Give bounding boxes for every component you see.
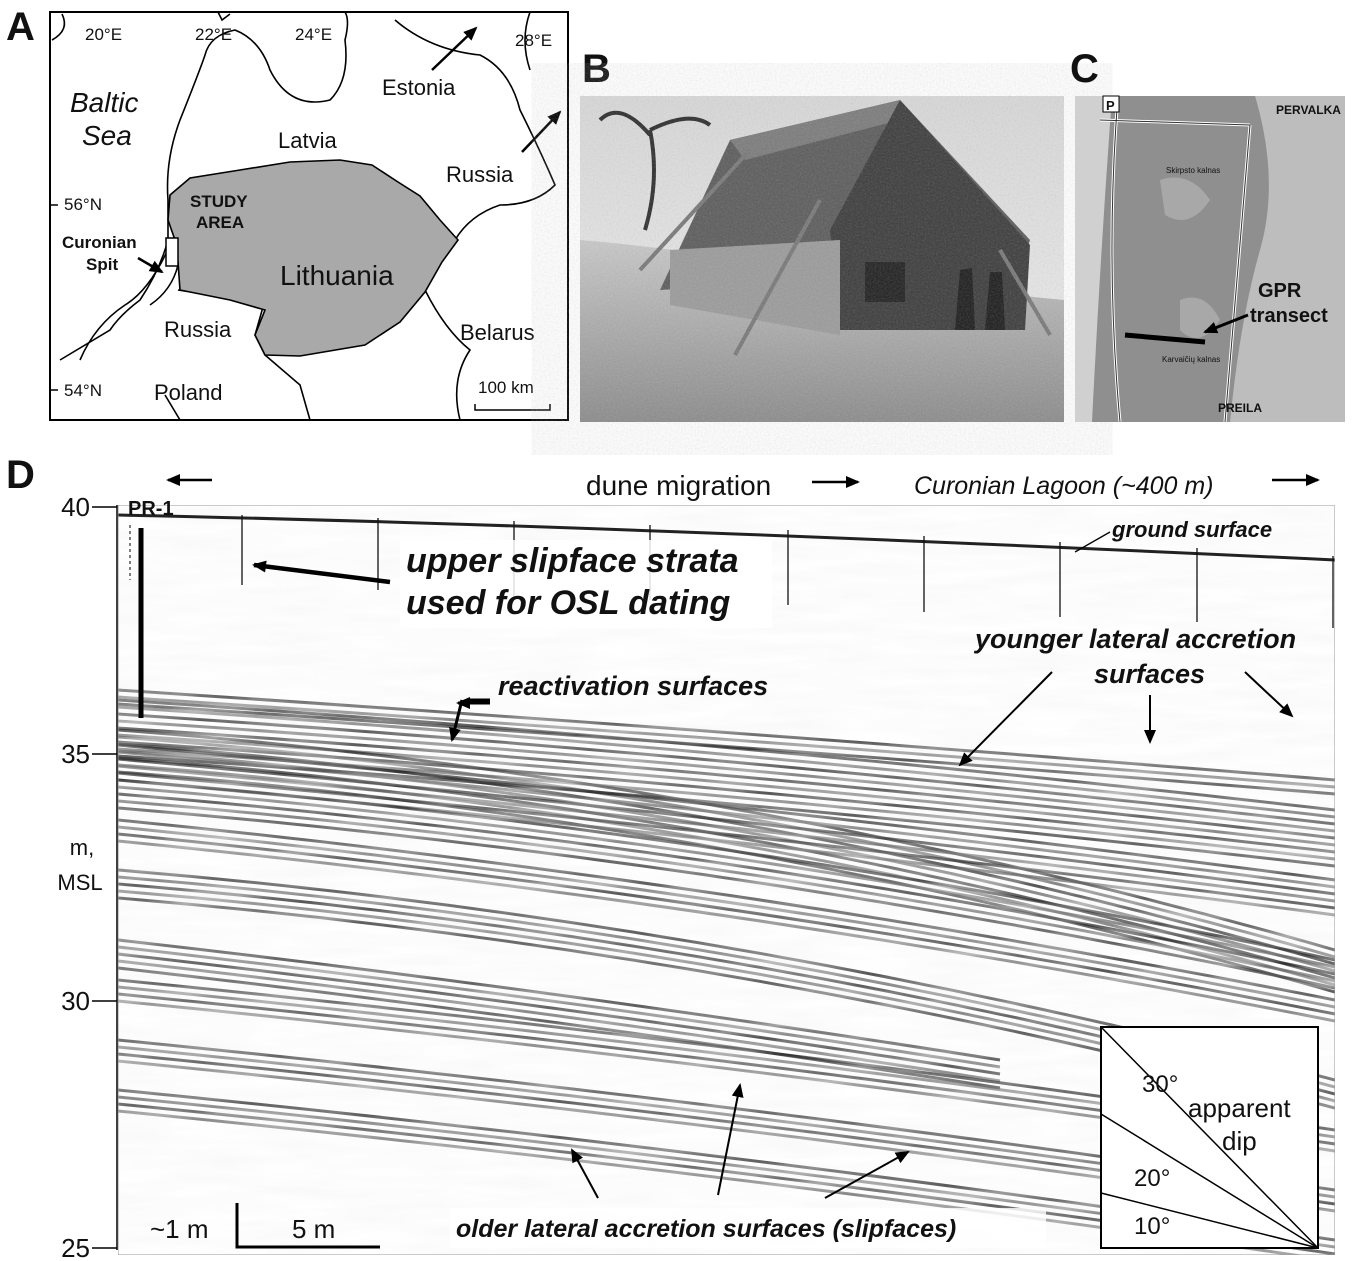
study-area-label: AREA: [196, 213, 244, 232]
parking: P: [1106, 98, 1115, 113]
longitude-label: 22°E: [195, 25, 232, 44]
country-label: Lithuania: [280, 260, 394, 291]
panel-c: C P PERVALKA PREILA Skirpsto kalnas Karv…: [1070, 47, 1345, 422]
country-label: Russia: [164, 317, 232, 342]
country-label: Belarus: [460, 320, 535, 345]
spit-label: Spit: [86, 255, 118, 274]
dip-legend: 30° 20° 10° apparent dip: [1101, 1027, 1318, 1248]
axis-label: MSL: [57, 870, 102, 895]
country-label: Latvia: [278, 128, 337, 153]
longitude-label: 28°E: [515, 31, 552, 50]
sea-label: Baltic: [70, 87, 138, 118]
country-label: Russia: [446, 162, 514, 187]
longitude-label: 24°E: [295, 25, 332, 44]
panel-d: D 40 35 30 25 m, MSL PR-1 dune migration Cu…: [6, 453, 1335, 1261]
panel-b: B: [580, 47, 1064, 422]
transect-label: GPR: [1258, 280, 1302, 302]
migration-label: dune migration: [586, 470, 771, 501]
dip-caption: dip: [1222, 1126, 1257, 1156]
photo-grain: [580, 96, 1064, 422]
well-label: PR-1: [128, 498, 174, 520]
dip-caption: apparent: [1188, 1093, 1291, 1123]
spit-label: Curonian: [62, 233, 137, 252]
younger-label: surfaces: [1094, 659, 1205, 689]
panel-letter: B: [582, 47, 611, 91]
panel-a: A 20°E 22°E 24°E 28°E 56°N 54°N Baltic S…: [6, 5, 568, 420]
panel-letter: A: [6, 5, 35, 49]
reactivation-label: reactivation surfaces: [498, 671, 768, 701]
dip-angle: 30°: [1142, 1071, 1178, 1098]
ground-label: ground surface: [1111, 517, 1272, 542]
upper-label: upper slipface strata: [406, 542, 739, 580]
hill: Skirpsto kalnas: [1166, 166, 1220, 175]
scale-label: 5 m: [292, 1214, 335, 1244]
lagoon-label: Curonian Lagoon (~400 m): [914, 472, 1214, 500]
country-label: Poland: [154, 380, 223, 405]
older-label: older lateral accretion surfaces (slipfa…: [456, 1215, 956, 1243]
younger-label: younger lateral accretion: [973, 624, 1296, 654]
y-tick-label: 30: [61, 986, 90, 1016]
scale-label: 100 km: [478, 378, 534, 397]
country-label: Estonia: [382, 75, 456, 100]
panel-letter: C: [1070, 47, 1099, 91]
town: PERVALKA: [1276, 103, 1341, 117]
sea-label: Sea: [82, 120, 132, 151]
latitude-label: 56°N: [64, 195, 102, 214]
transect-label: transect: [1250, 305, 1328, 327]
town: PREILA: [1218, 401, 1262, 415]
axis-label: m,: [70, 835, 94, 860]
scale-label: ~1 m: [150, 1214, 209, 1244]
study-area-box: [166, 238, 178, 266]
body: A 20°E 22°E 24°E 28°E 56°N 54°N Baltic S…: [0, 0, 1357, 1261]
panel-letter: D: [6, 453, 35, 497]
upper-label: used for OSL dating: [406, 584, 731, 622]
hill: Karvaičių kalnas: [1162, 355, 1220, 364]
page: Curonian Spit dune figure {"panel_a":{"l…: [0, 0, 1357, 1261]
y-tick-label: 25: [61, 1233, 90, 1261]
longitude-label: 20°E: [85, 25, 122, 44]
dip-angle: 10°: [1134, 1213, 1170, 1240]
figure: A 20°E 22°E 24°E 28°E 56°N 54°N Baltic S…: [0, 0, 1357, 1261]
dip-angle: 20°: [1134, 1165, 1170, 1192]
study-area-label: STUDY: [190, 192, 248, 211]
y-tick-label: 35: [61, 739, 90, 769]
y-tick-label: 40: [61, 492, 90, 522]
latitude-label: 54°N: [64, 381, 102, 400]
